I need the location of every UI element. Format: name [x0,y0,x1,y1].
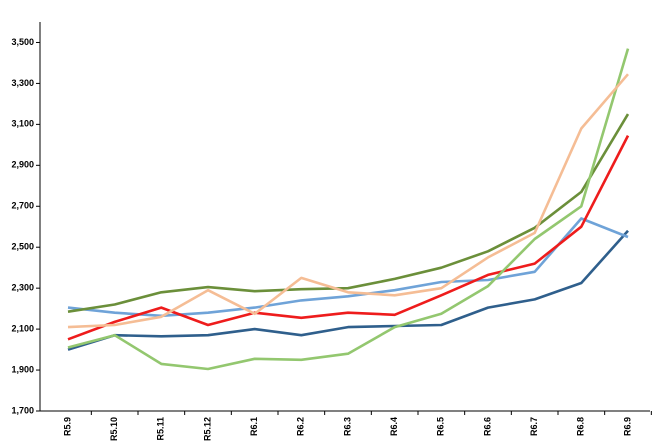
y-tick-label: 2,700 [11,201,34,211]
x-tick-label: R5.11 [156,417,166,441]
y-tick-label: 2,300 [11,283,34,293]
x-tick-label: R6.2 [296,417,306,436]
series-line [67,229,629,351]
series-line [67,113,630,313]
x-tick-label: R6.4 [389,417,399,436]
x-tick-label: R5.12 [202,417,212,441]
x-tick-label: R6.3 [342,417,352,436]
x-tick-label: R6.9 [622,417,632,436]
series-line [67,73,629,329]
y-tick-label: 3,500 [11,37,34,47]
y-tick-label: 2,500 [11,242,34,252]
x-tick-label: R6.8 [576,417,586,436]
y-tick-label: 1,700 [11,405,34,415]
x-tick-label: R6.5 [436,417,446,436]
y-tick-label: 2,900 [11,160,34,170]
y-tick-label: 1,900 [11,364,34,374]
series-line [67,48,630,371]
series-line [67,135,630,341]
y-tick-label: 3,300 [11,78,34,88]
x-tick-label: R5.10 [109,417,119,441]
y-tick-label: 2,100 [11,323,34,333]
y-tick-label: 3,100 [11,119,34,129]
x-tick-label: R6.7 [529,417,539,436]
x-tick-label: R6.1 [249,417,259,436]
x-tick-label: R5.9 [62,417,72,436]
x-tick-label: R6.6 [482,417,492,436]
